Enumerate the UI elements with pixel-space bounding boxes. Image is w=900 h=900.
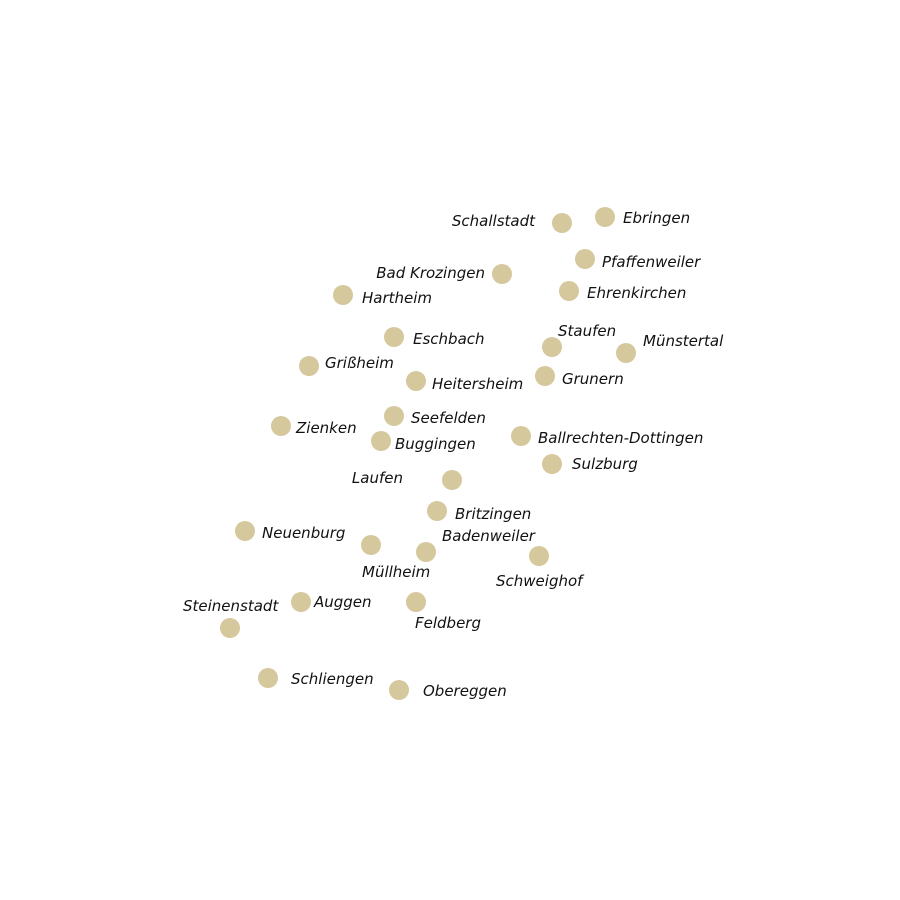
town-label-ebringen: Ebringen — [623, 209, 690, 227]
town-label-zienken: Zienken — [295, 419, 357, 437]
town-label-britzingen: Britzingen — [455, 505, 531, 523]
town-label-pfaffenweiler: Pfaffenweiler — [602, 253, 701, 271]
town-marker-ballrechten-dottingen — [511, 426, 531, 446]
town-marker-ebringen — [595, 207, 615, 227]
town-marker-seefelden — [384, 406, 404, 426]
town-label-staufen: Staufen — [558, 322, 616, 340]
town-marker-auggen — [291, 592, 311, 612]
town-label-schweighof: Schweighof — [496, 572, 585, 590]
town-marker-badenweiler — [416, 542, 436, 562]
town-label-hartheim: Hartheim — [362, 289, 432, 307]
town-labels: Schallstadt Ebringen Pfaffenweiler Bad Kroz… — [183, 209, 724, 700]
town-marker-pfaffenweiler — [575, 249, 595, 269]
town-dots — [220, 207, 636, 700]
town-label-ballrechten-dottingen: Ballrechten-Dottingen — [538, 429, 703, 447]
town-marker-ehrenkirchen — [559, 281, 579, 301]
town-marker-laufen — [442, 470, 462, 490]
town-label-muenstertal: Münstertal — [643, 332, 724, 350]
town-marker-schallstadt — [552, 213, 572, 233]
town-label-feldberg: Feldberg — [415, 614, 481, 632]
town-label-sulzburg: Sulzburg — [572, 455, 638, 473]
town-marker-obereggen — [389, 680, 409, 700]
town-marker-hartheim — [333, 285, 353, 305]
town-marker-muenstertal — [616, 343, 636, 363]
town-marker-grissheim — [299, 356, 319, 376]
town-label-schliengen: Schliengen — [291, 670, 374, 688]
town-marker-feldberg — [406, 592, 426, 612]
town-marker-zienken — [271, 416, 291, 436]
town-marker-neuenburg — [235, 521, 255, 541]
town-marker-britzingen — [427, 501, 447, 521]
town-marker-schliengen — [258, 668, 278, 688]
town-label-heitersheim: Heitersheim — [432, 375, 523, 393]
town-label-obereggen: Obereggen — [423, 682, 507, 700]
town-label-badenweiler: Badenweiler — [442, 527, 536, 545]
town-label-grissheim: Grißheim — [325, 354, 394, 372]
town-label-laufen: Laufen — [352, 469, 403, 487]
town-label-grunern: Grunern — [562, 370, 624, 388]
town-label-auggen: Auggen — [313, 593, 372, 611]
town-label-schallstadt: Schallstadt — [452, 212, 536, 230]
town-label-steinenstadt: Steinenstadt — [183, 597, 279, 615]
town-marker-bad-krozingen — [492, 264, 512, 284]
town-marker-sulzburg — [542, 454, 562, 474]
town-label-bad-krozingen: Bad Krozingen — [376, 264, 485, 282]
town-label-seefelden: Seefelden — [411, 409, 486, 427]
town-label-ehrenkirchen: Ehrenkirchen — [587, 284, 686, 302]
town-marker-buggingen — [371, 431, 391, 451]
town-marker-grunern — [535, 366, 555, 386]
town-label-eschbach: Eschbach — [413, 330, 485, 348]
town-marker-schweighof — [529, 546, 549, 566]
town-marker-muellheim — [361, 535, 381, 555]
town-marker-heitersheim — [406, 371, 426, 391]
town-label-muellheim: Müllheim — [362, 563, 430, 581]
town-label-neuenburg: Neuenburg — [262, 524, 345, 542]
town-label-buggingen: Buggingen — [395, 435, 476, 453]
town-marker-steinenstadt — [220, 618, 240, 638]
town-marker-eschbach — [384, 327, 404, 347]
town-marker-staufen — [542, 337, 562, 357]
